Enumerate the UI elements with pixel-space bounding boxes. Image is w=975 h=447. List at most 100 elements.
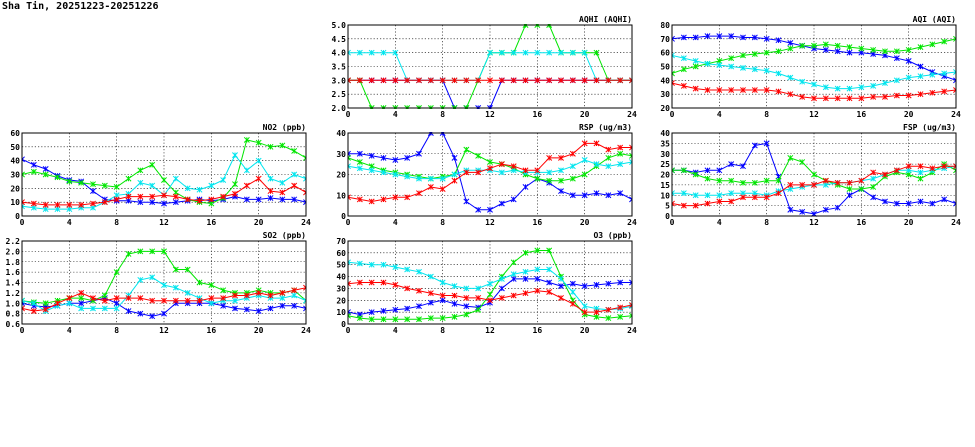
y-tick-label: 20 [660,104,670,113]
data-point [787,206,794,213]
data-point [953,69,956,75]
y-tick-label: 5 [665,202,670,211]
data-point [799,93,806,100]
data-point [451,171,458,178]
data-point [439,186,446,192]
data-point [487,159,493,166]
data-point [822,46,829,53]
data-point [149,274,156,281]
data-point [392,77,399,84]
data-point [605,192,612,199]
data-point [380,77,387,84]
data-point [558,77,564,84]
data-point [569,77,576,84]
data-point [617,77,624,84]
data-point [232,190,238,197]
data-point [893,167,900,174]
data-point [716,192,723,199]
y-tick-label: 50 [336,261,346,270]
data-point [137,179,144,186]
data-point [846,85,853,92]
data-point [220,177,227,183]
data-point [558,275,564,282]
x-tick-label: 12 [159,218,169,227]
x-tick-label: 4 [717,110,722,119]
data-point [184,266,191,273]
data-point [78,289,85,296]
data-point [348,154,351,161]
data-point [728,55,735,62]
data-point [546,279,553,286]
data-point [137,199,144,206]
data-point [882,198,888,205]
data-point [368,261,375,268]
data-point [870,93,877,100]
data-point [66,295,73,302]
data-point [416,190,422,197]
data-point [593,49,600,56]
data-point [740,34,746,41]
data-point [348,163,351,170]
data-point [463,198,470,205]
data-point [704,87,711,93]
y-tick-label: 3.0 [332,76,347,85]
data-point [427,273,434,280]
data-point [30,168,37,175]
data-point [522,249,529,256]
data-point [368,309,375,316]
data-point [822,95,829,102]
data-point [427,315,434,322]
data-point [834,48,841,55]
data-point [291,287,298,294]
data-point [303,154,306,161]
data-point [498,77,505,84]
data-point [546,177,553,184]
data-point [125,251,132,257]
data-point [546,266,553,273]
data-point [704,200,711,207]
x-tick-label: 0 [670,110,675,119]
data-point [149,182,156,189]
data-point [558,283,564,290]
y-tick-label: 10 [10,198,20,207]
data-point [101,199,108,206]
x-tick-label: 4 [393,110,398,119]
data-point [680,66,687,73]
data-point [692,171,699,178]
data-point [929,71,936,78]
plot-area [22,136,306,213]
data-point [78,179,85,186]
data-point [451,77,458,84]
data-point [811,81,817,88]
plot-area [672,33,956,102]
data-point [42,166,49,172]
data-point [392,316,399,323]
data-point [846,95,853,102]
data-point [279,295,286,302]
data-point [184,185,191,192]
chart-title: O3 (ppb) [593,231,632,240]
data-point [101,182,108,189]
plot-area [348,132,632,213]
data-point [629,312,632,319]
data-point [208,182,215,189]
data-point [42,171,49,178]
data-point [137,193,144,200]
data-point [137,167,144,174]
data-point [581,77,588,84]
data-point [704,33,711,40]
data-point [799,181,806,188]
x-tick-label: 16 [207,326,217,335]
data-point [22,156,25,163]
data-point [905,163,912,170]
x-tick-label: 12 [485,110,495,119]
data-point [834,95,841,102]
y-tick-label: 30 [660,150,670,159]
data-point [208,295,215,302]
data-point [380,154,387,161]
data-point [593,140,600,147]
data-point [692,63,699,70]
y-tick-label: 3.5 [332,63,347,72]
data-point [291,292,298,299]
data-point [893,92,900,99]
